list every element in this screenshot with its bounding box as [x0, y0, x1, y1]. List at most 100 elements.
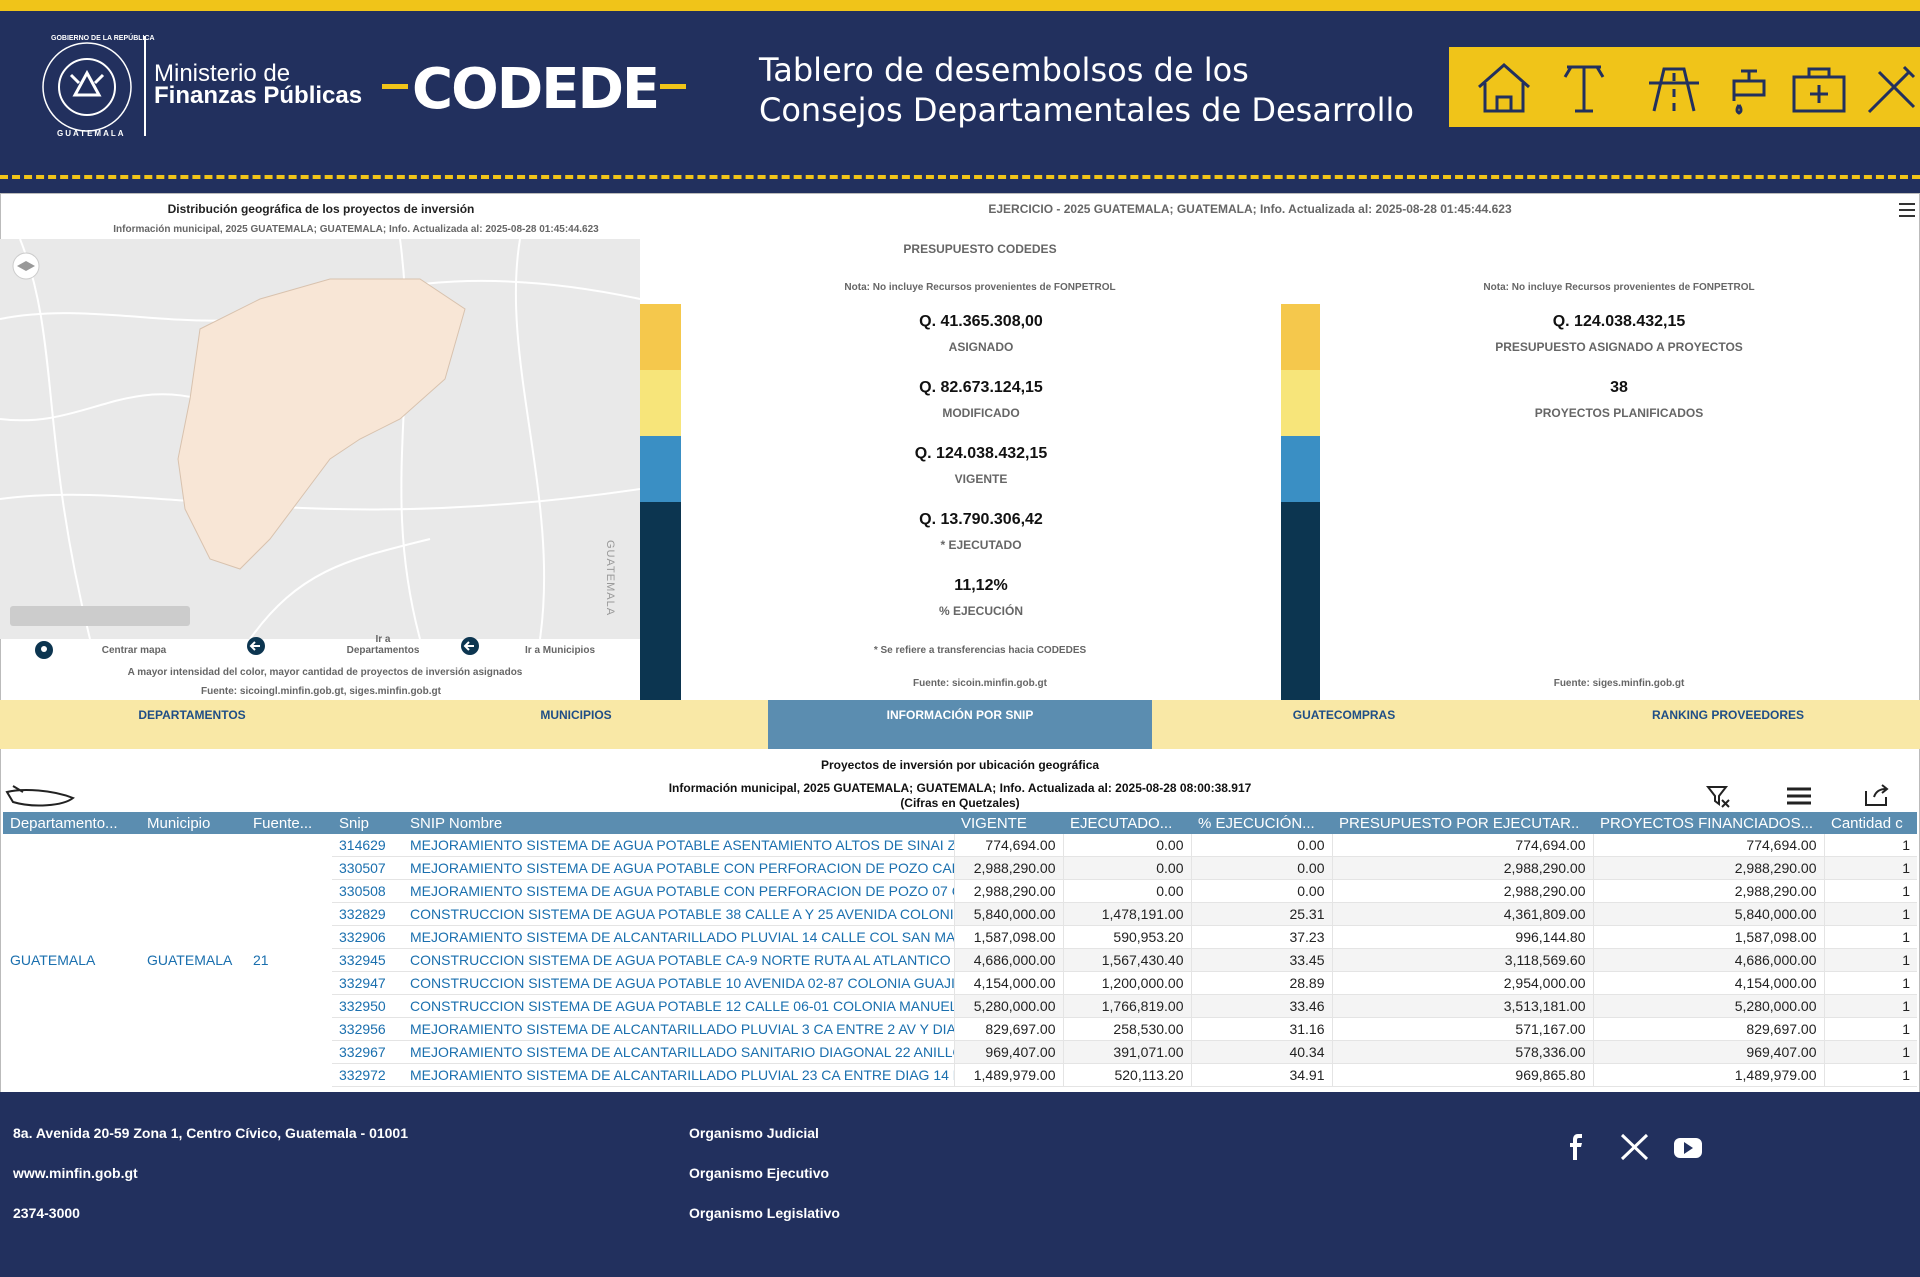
export-icon[interactable]	[1864, 783, 1890, 807]
projects-label: PROYECTOS PLANIFICADOS	[1534, 406, 1704, 420]
footer-website[interactable]: www.minfin.gob.gt	[13, 1165, 138, 1181]
link-cell[interactable]: 330508	[332, 879, 403, 903]
number-cell: 1	[1823, 879, 1917, 903]
table-wrap: Departamento... Municipio Fuente... Snip SNI…	[3, 812, 1917, 1091]
column-header[interactable]: Snip	[332, 812, 403, 834]
table-row: GUATEMALA GUATEMALA 21 314629 MEJORAMIENTO S…	[3, 834, 1917, 968]
number-cell: 5,280,000.00	[1592, 994, 1824, 1018]
budget-value: Q. 13.790.306,42	[919, 511, 1043, 528]
control-icon[interactable]	[34, 640, 54, 660]
color-bar	[1281, 370, 1320, 436]
map-control[interactable]: Ir a Departamentos	[346, 634, 420, 656]
title-line1: Tablero de desembolsos de los	[759, 51, 1249, 89]
number-cell: 4,686,000.00	[1592, 948, 1824, 972]
group-cell[interactable]: GUATEMALA	[10, 952, 96, 969]
menu-icon[interactable]	[1898, 202, 1916, 218]
number-cell: 774,694.00	[1331, 834, 1593, 857]
column-header[interactable]: % EJECUCIÓN...	[1191, 812, 1332, 834]
number-cell: 0.00	[1062, 834, 1191, 857]
control-icon[interactable]	[460, 636, 480, 656]
number-cell: 1	[1823, 925, 1917, 949]
clear-filter-icon[interactable]	[1706, 785, 1732, 809]
color-bar	[640, 502, 681, 700]
table-row: 332967 MEJORAMIENTO SISTEMA DE ALCANTARIL…	[3, 1040, 1917, 1064]
projects-source: Fuente: siges.minfin.gob.gt	[1553, 678, 1685, 689]
footer-link[interactable]: Organismo Judicial	[689, 1125, 819, 1141]
link-cell[interactable]: MEJORAMIENTO SISTEMA DE ALCANTARILLADO P…	[403, 1063, 954, 1087]
color-bar	[1281, 502, 1320, 700]
table-subtitle: Información municipal, 2025 GUATEMALA; G…	[668, 781, 1252, 795]
link-cell[interactable]: 332906	[332, 925, 403, 949]
link-cell[interactable]: MEJORAMIENTO SISTEMA DE ALCANTARILLADO P…	[403, 925, 954, 949]
link-cell[interactable]: CONSTRUCCION SISTEMA DE AGUA POTABLE 12 …	[403, 994, 954, 1018]
link-cell[interactable]: 332967	[332, 1040, 403, 1064]
number-cell: 40.34	[1190, 1040, 1332, 1064]
link-cell[interactable]: MEJORAMIENTO SISTEMA DE AGUA POTABLE CON…	[403, 856, 954, 880]
column-header[interactable]: Cantidad c	[1824, 812, 1917, 834]
link-cell[interactable]: 332956	[332, 1017, 403, 1041]
number-cell: 33.45	[1190, 948, 1332, 972]
logo-dash	[382, 84, 408, 89]
map-control[interactable]: Centrar mapa	[101, 645, 167, 656]
map[interactable]	[0, 239, 640, 639]
budget-label: ASIGNADO	[948, 340, 1014, 354]
number-cell: 37.23	[1190, 925, 1332, 949]
map-control[interactable]: Ir a Municipios	[524, 645, 596, 656]
number-cell: 829,697.00	[953, 1017, 1063, 1041]
number-cell: 258,530.00	[1062, 1017, 1191, 1041]
social-icons[interactable]	[1560, 1132, 1730, 1162]
footer-link[interactable]: Organismo Ejecutivo	[689, 1165, 830, 1181]
group-cell[interactable]: GUATEMALA	[147, 952, 233, 969]
link-cell[interactable]: MEJORAMIENTO SISTEMA DE ALCANTARILLADO P…	[403, 1017, 954, 1041]
ministry-line2: Finanzas Públicas	[154, 82, 363, 109]
link-cell[interactable]: 332947	[332, 971, 403, 995]
column-header[interactable]: Fuente...	[246, 812, 332, 834]
link-cell[interactable]: CONSTRUCCION SISTEMA DE AGUA POTABLE 38 …	[403, 902, 954, 926]
link-cell[interactable]: 332829	[332, 902, 403, 926]
link-cell[interactable]: 332950	[332, 994, 403, 1018]
color-bar	[1281, 304, 1320, 370]
table-row: 332972 MEJORAMIENTO SISTEMA DE ALCANTARIL…	[3, 1063, 1917, 1087]
column-header[interactable]: PRESUPUESTO POR EJECUTAR..	[1332, 812, 1593, 834]
tab[interactable]: INFORMACIÓN POR SNIP	[768, 700, 1152, 749]
number-cell: 0.00	[1190, 856, 1332, 880]
tab[interactable]: RANKING PROVEEDORES	[1536, 700, 1920, 749]
color-bar	[1281, 436, 1320, 502]
link-cell[interactable]: MEJORAMIENTO SISTEMA DE ALCANTARILLADO S…	[403, 1040, 954, 1064]
link-cell[interactable]: 332945	[332, 948, 403, 972]
projects-label: PRESUPUESTO ASIGNADO A PROYECTOS	[1495, 340, 1743, 354]
number-cell: 1,587,098.00	[1592, 925, 1824, 949]
number-cell: 4,154,000.00	[1592, 971, 1824, 995]
control-icon[interactable]	[246, 636, 266, 656]
number-cell: 0.00	[1190, 879, 1332, 903]
budget-value: 11,12%	[954, 577, 1008, 594]
link-cell[interactable]: MEJORAMIENTO SISTEMA DE AGUA POTABLE ASE…	[403, 834, 954, 857]
column-header[interactable]: Departamento...	[3, 812, 140, 834]
column-header[interactable]: SNIP Nombre	[403, 812, 954, 834]
number-cell: 1,200,000.00	[1062, 971, 1191, 995]
number-cell: 1,489,979.00	[1592, 1063, 1824, 1087]
link-cell[interactable]: 330507	[332, 856, 403, 880]
link-cell[interactable]: 332972	[332, 1063, 403, 1087]
footer-link[interactable]: Organismo Legislativo	[689, 1205, 840, 1221]
logo-dash	[660, 84, 686, 89]
link-cell[interactable]: CONSTRUCCION SISTEMA DE AGUA POTABLE CA-…	[403, 948, 954, 972]
link-cell[interactable]: CONSTRUCCION SISTEMA DE AGUA POTABLE 10 …	[403, 971, 954, 995]
link-cell[interactable]: 314629	[332, 834, 403, 857]
tab[interactable]: MUNICIPIOS	[384, 700, 768, 749]
tab[interactable]: DEPARTAMENTOS	[0, 700, 384, 749]
link-cell[interactable]: MEJORAMIENTO SISTEMA DE AGUA POTABLE CON…	[403, 879, 954, 903]
column-header[interactable]: EJECUTADO...	[1063, 812, 1191, 834]
budget-footnote: * Se refiere a transferencias hacia CODE…	[873, 645, 1087, 656]
number-cell: 1,587,098.00	[953, 925, 1063, 949]
column-header[interactable]: VIGENTE	[954, 812, 1063, 834]
number-cell: 1	[1823, 1017, 1917, 1041]
table-menu-icon[interactable]	[1786, 786, 1812, 806]
group-cell[interactable]: 21	[253, 952, 269, 969]
tab[interactable]: GUATECOMPRAS	[1152, 700, 1536, 749]
column-header[interactable]: PROYECTOS FINANCIADOS...	[1593, 812, 1824, 834]
footer-phone: 2374-3000	[13, 1205, 80, 1221]
projects-value: Q. 124.038.432,15	[1552, 313, 1686, 330]
column-header[interactable]: Municipio	[140, 812, 246, 834]
number-cell: 578,336.00	[1331, 1040, 1593, 1064]
